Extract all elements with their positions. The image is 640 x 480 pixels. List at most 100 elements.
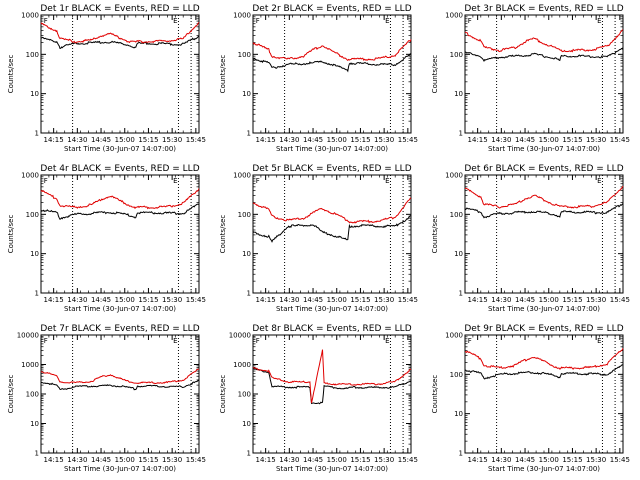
panel-title: Det 7r BLACK = Events, RED = LLD — [40, 324, 199, 334]
marker-label: F — [256, 177, 260, 185]
y-tick-label: 1000 — [233, 361, 251, 369]
y-axis-label: Counts/sec — [431, 375, 439, 414]
y-tick-label: 1000 — [445, 332, 463, 340]
series-lld-line — [464, 185, 624, 209]
marker-label: E — [173, 17, 177, 25]
x-tick-label: 14:15 — [44, 456, 64, 464]
y-tick-label: 10 — [454, 410, 463, 418]
x-tick-label: 15:30 — [586, 136, 606, 144]
panel-det-5: Det 5r BLACK = Events, RED = LLD 1 10 100 10… — [219, 164, 418, 313]
x-axis-label: Start Time (30-Jun-07 14:07:00) — [488, 465, 600, 473]
x-tick-label: 15:15 — [138, 136, 158, 144]
x-axis-label: Start Time (30-Jun-07 14:07:00) — [64, 305, 176, 313]
x-tick-label: 15:45 — [610, 136, 630, 144]
x-axis-label: Start Time (30-Jun-07 14:07:00) — [276, 465, 388, 473]
y-tick-label: 1 — [459, 450, 463, 458]
marker-label: F — [468, 337, 472, 345]
x-tick-label: 14:45 — [515, 136, 535, 144]
plot-frame — [252, 14, 412, 134]
y-axis-label: Counts/sec — [7, 375, 15, 414]
panel-title: Det 3r BLACK = Events, RED = LLD — [464, 4, 623, 14]
marker-label: F — [468, 177, 472, 185]
marker-label: F — [44, 337, 48, 345]
x-tick-label: 14:30 — [67, 296, 87, 304]
series-lld-line — [40, 188, 200, 210]
y-axis-label: Counts/sec — [431, 55, 439, 94]
y-tick-label: 1000 — [233, 12, 251, 20]
y-tick-label: 100 — [450, 51, 463, 59]
y-tick-label: 1 — [247, 450, 251, 458]
series-lld-line — [464, 29, 624, 53]
x-tick-label: 15:00 — [115, 136, 135, 144]
x-tick-label: 15:45 — [398, 456, 418, 464]
y-tick-label: 1000 — [233, 172, 251, 180]
x-tick-label: 14:15 — [44, 136, 64, 144]
x-axis-label: Start Time (30-Jun-07 14:07:00) — [64, 145, 176, 153]
x-tick-label: 15:30 — [162, 296, 182, 304]
y-tick-label: 1 — [35, 290, 39, 298]
x-tick-label: 15:00 — [115, 296, 135, 304]
y-tick-label: 1 — [459, 130, 463, 138]
y-tick-label: 1000 — [445, 12, 463, 20]
y-tick-label: 10 — [454, 90, 463, 98]
x-tick-label: 15:30 — [586, 456, 606, 464]
x-tick-label: 14:15 — [44, 296, 64, 304]
x-tick-label: 14:30 — [279, 456, 299, 464]
y-tick-label: 1000 — [21, 12, 39, 20]
x-axis-label: Start Time (30-Jun-07 14:07:00) — [276, 145, 388, 153]
panel-title: Det 1r BLACK = Events, RED = LLD — [40, 4, 199, 14]
y-tick-label: 1 — [459, 290, 463, 298]
marker-label: E — [597, 17, 601, 25]
x-tick-label: 15:00 — [327, 296, 347, 304]
series-events-line — [464, 47, 624, 63]
series-events-line — [252, 215, 412, 243]
series-lld-line — [40, 22, 200, 44]
x-tick-label: 15:00 — [115, 456, 135, 464]
x-tick-label: 14:30 — [279, 296, 299, 304]
x-tick-label: 15:45 — [186, 296, 206, 304]
plot-frame — [464, 334, 624, 454]
x-tick-label: 14:30 — [279, 136, 299, 144]
plot-frame — [464, 14, 624, 134]
plot-frame — [464, 174, 624, 294]
x-tick-label: 14:15 — [256, 136, 276, 144]
y-tick-label: 1000 — [21, 172, 39, 180]
panel-det-4: Det 4r BLACK = Events, RED = LLD 1 10 100 10… — [7, 164, 206, 313]
y-axis-label: Counts/sec — [219, 55, 227, 94]
x-tick-label: 15:45 — [610, 456, 630, 464]
y-tick-label: 10 — [30, 250, 39, 258]
y-tick-label: 100 — [26, 211, 39, 219]
series-lld-line — [252, 349, 412, 404]
x-tick-label: 14:30 — [491, 456, 511, 464]
series-events-line — [253, 53, 412, 73]
x-tick-label: 15:45 — [398, 296, 418, 304]
panel-title: Det 5r BLACK = Events, RED = LLD — [252, 164, 411, 174]
x-tick-label: 14:45 — [91, 456, 111, 464]
plot-frame — [252, 174, 412, 294]
x-tick-label: 14:45 — [303, 136, 323, 144]
panel-det-8: Det 8r BLACK = Events, RED = LLD 1 10 100 10… — [219, 324, 418, 473]
x-tick-label: 15:15 — [350, 296, 370, 304]
y-axis-label: Counts/sec — [431, 215, 439, 254]
x-tick-label: 15:00 — [539, 456, 559, 464]
series-events-line — [252, 368, 412, 405]
y-axis-label: Counts/sec — [219, 215, 227, 254]
y-tick-label: 1000 — [445, 172, 463, 180]
y-tick-label: 100 — [450, 371, 463, 379]
series-events-line — [40, 203, 199, 221]
x-tick-label: 15:15 — [562, 456, 582, 464]
x-tick-label: 14:45 — [303, 456, 323, 464]
x-tick-label: 15:30 — [162, 456, 182, 464]
x-tick-label: 15:30 — [374, 136, 394, 144]
panel-det-2: Det 2r BLACK = Events, RED = LLD 1 10 100 10… — [219, 4, 418, 153]
panel-det-7: Det 7r BLACK = Events, RED = LLD 1 10 100 10… — [7, 324, 206, 473]
x-tick-label: 15:45 — [398, 136, 418, 144]
y-tick-label: 1 — [35, 130, 39, 138]
y-tick-label: 1 — [35, 450, 39, 458]
series-events-line — [464, 203, 624, 219]
x-tick-label: 14:15 — [468, 456, 488, 464]
x-tick-label: 15:15 — [138, 296, 158, 304]
x-axis-label: Start Time (30-Jun-07 14:07:00) — [488, 305, 600, 313]
x-tick-label: 14:30 — [67, 136, 87, 144]
x-tick-label: 15:30 — [374, 296, 394, 304]
